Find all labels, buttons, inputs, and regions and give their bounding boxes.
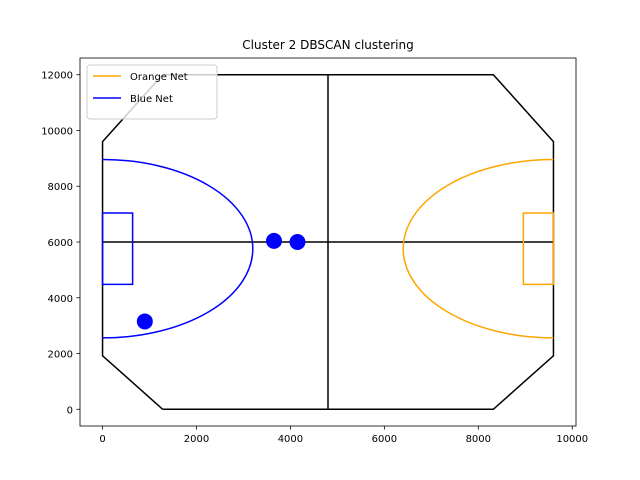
plot-area [103,75,554,410]
x-tick-label: 0 [99,434,105,445]
y-tick-label: 2000 [48,350,73,361]
y-tick-label: 0 [67,405,73,416]
legend-label-blue-net: Blue Net [130,94,173,105]
cluster-point-1 [137,313,153,329]
legend: Orange Net Blue Net [87,65,217,119]
cluster-point-2 [266,233,282,249]
blue-net-box [103,213,133,284]
y-tick-label: 4000 [48,294,73,305]
orange-net-box [523,213,553,284]
y-tick-label: 10000 [41,126,73,137]
x-tick-label: 10000 [556,434,588,445]
y-tick-label: 8000 [48,182,73,193]
orange-net-arc [403,159,553,337]
x-tick-label: 8000 [466,434,491,445]
blue-net-arc [103,159,253,337]
x-tick-label: 4000 [278,434,303,445]
y-tick-label: 12000 [41,71,73,82]
cluster-point-3 [289,234,305,250]
chart-title: Cluster 2 DBSCAN clustering [242,38,413,52]
x-tick-label: 2000 [184,434,209,445]
plot-content [103,75,554,410]
y-tick-label: 6000 [48,238,73,249]
x-tick-label: 6000 [372,434,397,445]
legend-label-orange-net: Orange Net [130,72,188,83]
